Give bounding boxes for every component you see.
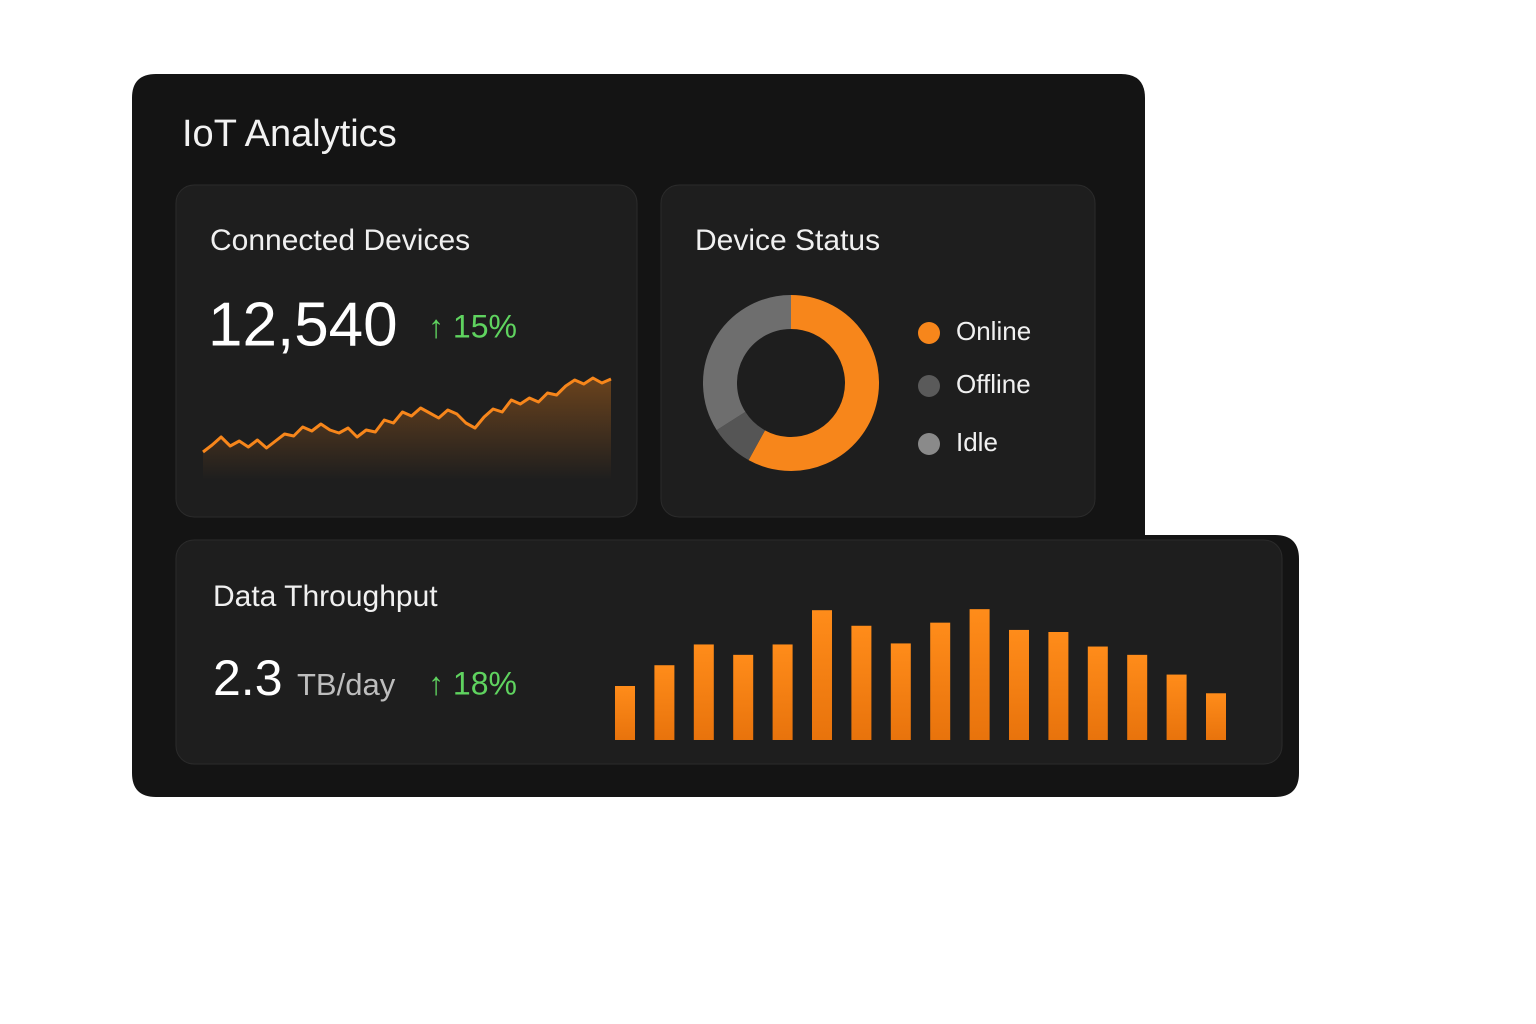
donut-segment [716, 411, 766, 461]
metric-value: 2.3 [213, 650, 283, 706]
bar [1009, 629, 1029, 740]
bar [930, 622, 951, 740]
metric-unit: TB/day [297, 667, 396, 702]
bar [1087, 646, 1108, 740]
bar [851, 625, 872, 740]
bar [1048, 632, 1069, 740]
metric-change: ↑ 15% [428, 308, 517, 344]
legend-label: Idle [956, 427, 998, 457]
legend-dot [918, 375, 940, 397]
legend-label: Online [956, 316, 1031, 346]
bar [969, 609, 990, 740]
bar [812, 610, 832, 740]
donut-segment [703, 295, 792, 431]
card-title: Data Throughput [213, 580, 438, 613]
metric-value: 12,540 [208, 290, 398, 359]
trend-line [202, 376, 612, 454]
donut-segment [748, 295, 879, 471]
bar [654, 665, 675, 740]
bar [890, 643, 911, 740]
legend-dot [918, 433, 940, 455]
bar [615, 686, 635, 740]
bar [1206, 693, 1226, 740]
legend-label: Offline [956, 369, 1031, 399]
bar [693, 644, 714, 740]
card-title: Connected Devices [210, 224, 470, 257]
bar [1166, 674, 1187, 740]
bar [733, 654, 754, 740]
legend-dot [918, 322, 940, 344]
bar [1127, 654, 1148, 740]
card-title: Device Status [695, 224, 880, 257]
metric-change: ↑ 18% [428, 665, 517, 701]
page-title: IoT Analytics [182, 113, 397, 155]
card [175, 539, 1283, 765]
bar [772, 644, 793, 740]
